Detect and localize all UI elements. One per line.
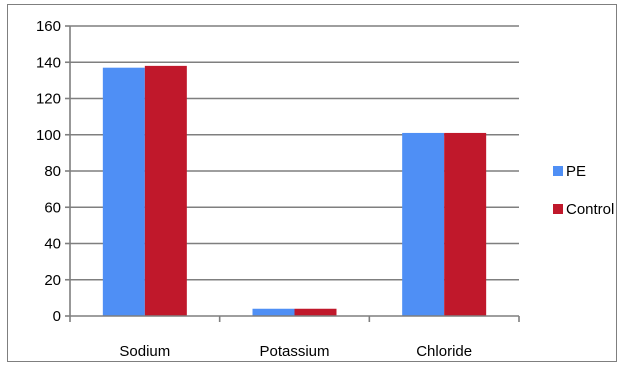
bar-control-sodium [144,65,187,316]
legend-swatch-control [553,204,563,214]
bar-pe-potassium [252,308,295,316]
y-axis-ticks: 0 20 40 60 80 100 120 140 160 [36,18,61,325]
y-tick-label-140: 140 [36,54,61,71]
bars [102,65,487,316]
bar-control-potassium [294,308,337,316]
y-tick-label-20: 20 [44,272,61,289]
y-tick-label-120: 120 [36,91,61,108]
legend-label-pe: PE [566,163,586,180]
legend-swatch-pe [553,166,563,176]
bar-pe-sodium [102,67,145,316]
y-tick-label-40: 40 [44,236,61,253]
bar-pe-chloride [402,132,445,316]
x-tick-label-chloride: Chloride [416,343,472,360]
y-tick-label-80: 80 [44,163,61,180]
y-tick-label-60: 60 [44,199,61,216]
y-tick-label-0: 0 [53,308,61,325]
x-tick-label-potassium: Potassium [259,343,329,360]
legend: PE Control [553,163,614,218]
x-axis-ticks: Sodium Potassium Chloride [119,343,472,360]
y-tick-label-160: 160 [36,18,61,35]
axes [65,25,520,322]
x-tick-label-sodium: Sodium [119,343,170,360]
legend-label-control: Control [566,201,614,218]
bar-control-chloride [444,132,487,316]
y-tick-label-100: 100 [36,127,61,144]
